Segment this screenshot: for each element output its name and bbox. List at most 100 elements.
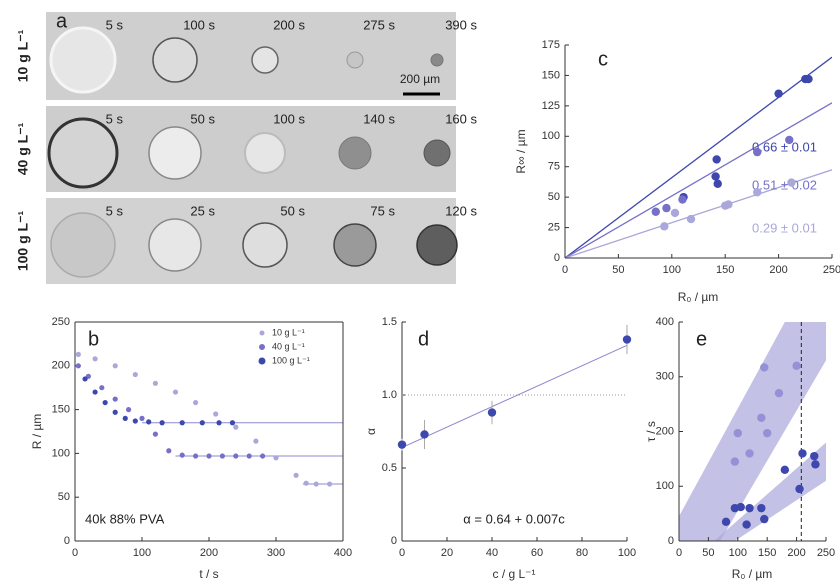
annotation: 40k 88% PVA bbox=[85, 511, 165, 526]
time-label: 160 s bbox=[445, 111, 477, 126]
droplet bbox=[338, 136, 372, 170]
x-tick-label: 0 bbox=[72, 547, 78, 559]
fit-line bbox=[402, 344, 627, 449]
point bbox=[724, 200, 733, 209]
x-tick-label: 50 bbox=[612, 264, 624, 276]
point bbox=[780, 465, 790, 475]
y-tick-label: 175 bbox=[542, 39, 560, 51]
row-label: 10 g L⁻¹ bbox=[15, 29, 31, 82]
droplet bbox=[148, 126, 202, 180]
point bbox=[785, 135, 794, 145]
point bbox=[132, 418, 138, 424]
point bbox=[260, 453, 266, 459]
y-tick-label: 1.5 bbox=[382, 316, 397, 328]
point bbox=[102, 399, 108, 406]
point bbox=[75, 351, 81, 358]
x-tick-label: 200 bbox=[200, 547, 218, 559]
point bbox=[253, 438, 259, 444]
point bbox=[712, 155, 721, 164]
y-tick-label: 25 bbox=[548, 221, 560, 233]
y-tick-label: 250 bbox=[52, 316, 70, 328]
time-label: 75 s bbox=[370, 203, 395, 218]
x-tick-label: 100 bbox=[663, 264, 681, 276]
y-axis-label: R∞ / µm bbox=[514, 129, 528, 173]
droplet bbox=[244, 132, 286, 174]
point bbox=[736, 502, 745, 512]
time-label: 100 s bbox=[273, 111, 305, 126]
point bbox=[152, 431, 158, 437]
panel-label: a bbox=[56, 10, 68, 32]
point bbox=[139, 415, 145, 421]
point bbox=[193, 453, 199, 459]
point bbox=[159, 420, 165, 426]
time-label: 50 s bbox=[280, 203, 305, 218]
plot-area bbox=[565, 56, 832, 258]
droplet bbox=[49, 26, 117, 94]
legend-marker bbox=[259, 344, 265, 350]
time-label: 120 s bbox=[445, 203, 477, 218]
point bbox=[206, 453, 212, 459]
point bbox=[760, 514, 769, 524]
point bbox=[622, 335, 632, 344]
point bbox=[787, 178, 796, 187]
point bbox=[112, 396, 118, 402]
point bbox=[745, 449, 754, 458]
y-tick-label: 0 bbox=[668, 535, 674, 547]
point bbox=[246, 453, 252, 459]
y-tick-label: 0 bbox=[64, 535, 70, 547]
x-tick-label: 250 bbox=[823, 264, 840, 276]
point bbox=[216, 420, 222, 426]
time-label: 5 s bbox=[106, 111, 124, 126]
point bbox=[763, 428, 772, 438]
row-label: 100 g L⁻¹ bbox=[15, 211, 31, 272]
point bbox=[810, 451, 819, 461]
x-tick-label: 0 bbox=[562, 264, 568, 276]
point bbox=[273, 455, 279, 461]
point bbox=[774, 388, 784, 398]
panel-label: d bbox=[418, 328, 429, 350]
plot-area bbox=[402, 344, 627, 449]
fit-line bbox=[565, 169, 832, 258]
fit-label: 0.29 ± 0.01 bbox=[752, 220, 817, 235]
panel-label: c bbox=[598, 48, 608, 70]
x-tick-label: 150 bbox=[716, 264, 734, 276]
point bbox=[753, 147, 762, 157]
y-tick-label: 50 bbox=[548, 191, 560, 203]
point bbox=[420, 430, 429, 439]
fit-line bbox=[565, 102, 832, 258]
x-tick-label: 60 bbox=[531, 547, 543, 559]
y-axis-label: R / µm bbox=[30, 414, 44, 450]
point bbox=[730, 457, 740, 466]
point bbox=[760, 363, 769, 372]
y-tick-label: 50 bbox=[58, 491, 70, 503]
x-tick-label: 100 bbox=[729, 547, 747, 559]
point bbox=[126, 407, 132, 413]
point bbox=[327, 481, 333, 487]
x-tick-label: 300 bbox=[267, 547, 285, 559]
droplet bbox=[423, 139, 451, 167]
legend-label: 40 g L⁻¹ bbox=[272, 341, 305, 351]
point bbox=[742, 520, 751, 529]
y-tick-label: 100 bbox=[542, 130, 560, 142]
x-tick-label: 150 bbox=[758, 547, 776, 559]
x-tick-label: 80 bbox=[576, 547, 588, 559]
x-tick-label: 0 bbox=[399, 547, 405, 559]
time-label: 200 s bbox=[273, 17, 305, 32]
point bbox=[193, 399, 199, 406]
x-axis-label: R₀ / µm bbox=[732, 567, 773, 581]
y-axis-label: τ / s bbox=[644, 421, 658, 442]
point bbox=[179, 420, 185, 426]
point bbox=[757, 503, 766, 513]
point bbox=[487, 408, 497, 417]
y-tick-label: 150 bbox=[542, 69, 560, 81]
point bbox=[75, 363, 81, 369]
x-axis-label: t / s bbox=[199, 567, 218, 581]
legend-label: 10 g L⁻¹ bbox=[272, 327, 305, 337]
point bbox=[213, 411, 219, 417]
time-label: 25 s bbox=[190, 203, 215, 218]
point bbox=[166, 448, 172, 454]
droplet bbox=[47, 117, 119, 189]
point bbox=[798, 449, 807, 458]
y-tick-label: 300 bbox=[656, 371, 674, 383]
